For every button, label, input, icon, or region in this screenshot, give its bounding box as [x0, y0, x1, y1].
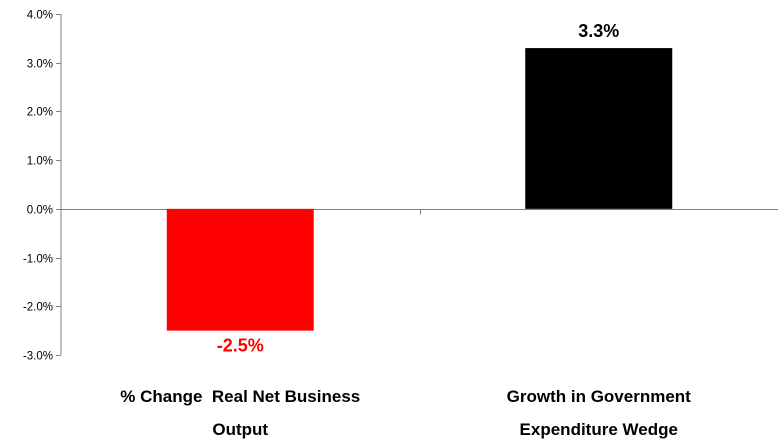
- category-labels: % Change Real Net Business Output Growth i…: [120, 387, 691, 439]
- bar: [166, 208, 314, 331]
- x-category-label-line: % Change Real Net Business: [120, 387, 360, 406]
- x-category-label-line: Output: [212, 420, 268, 439]
- y-tick-label: 4.0%: [27, 10, 53, 22]
- data-label: 3.3%: [578, 21, 619, 41]
- x-category-label-line: Growth in Government: [507, 387, 692, 406]
- y-tick-label: -3.0%: [23, 351, 53, 363]
- y-tick-label: 3.0%: [27, 59, 53, 71]
- x-category-label: % Change Real Net Business Output: [120, 387, 360, 439]
- bars: [166, 48, 673, 331]
- x-category-label-line: Expenditure Wedge: [520, 420, 678, 439]
- data-label: -2.5%: [217, 336, 264, 356]
- data-labels: -2.5% 3.3%: [217, 21, 620, 356]
- y-tick-label: 2.0%: [27, 107, 53, 119]
- y-tick-label: -1.0%: [23, 254, 53, 266]
- y-axis: 4.0% 3.0% 2.0% 1.0% 0.0% -1.0% -2.0% -3.0%: [23, 10, 62, 363]
- x-category-label: Growth in Government Expenditure Wedge: [507, 387, 692, 439]
- y-tick-label: 1.0%: [27, 156, 53, 168]
- y-tick-label: -2.0%: [23, 302, 53, 314]
- bar: [525, 48, 673, 209]
- y-tick-label: 0.0%: [27, 205, 53, 217]
